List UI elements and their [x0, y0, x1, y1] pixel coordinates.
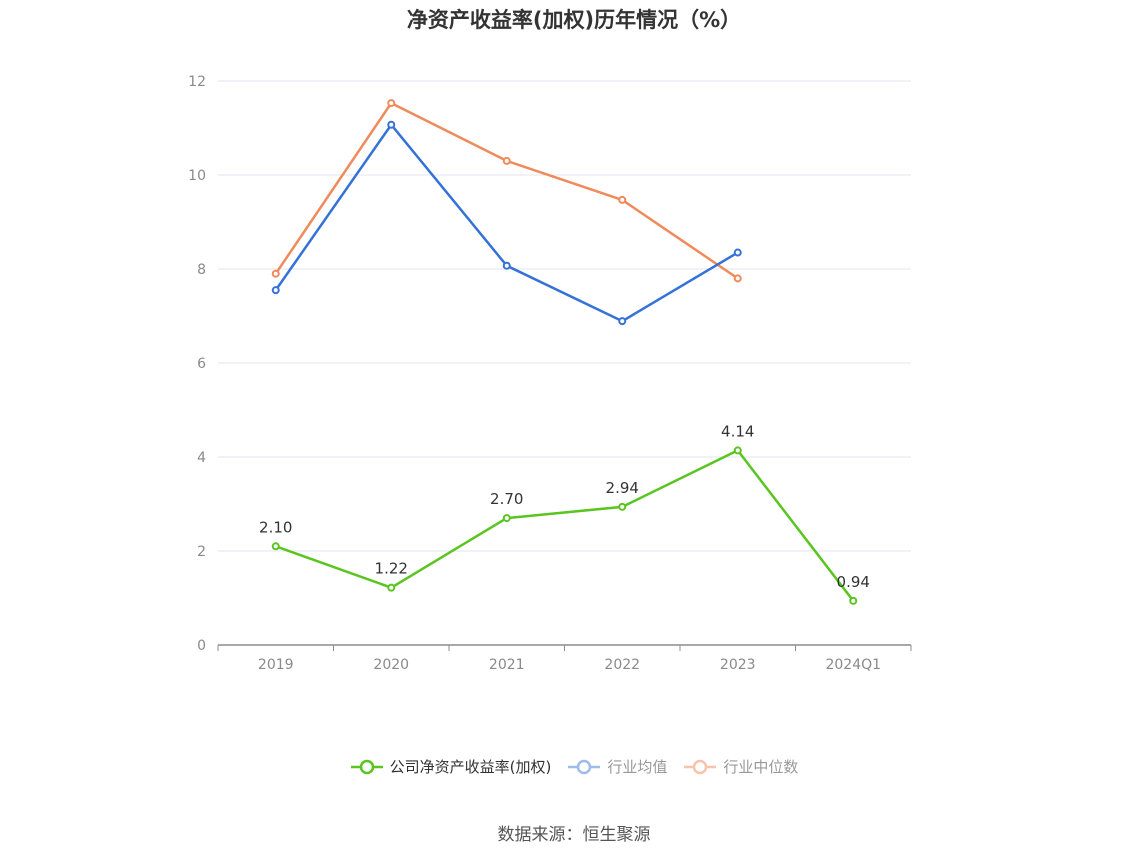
y-tick-label: 8 [197, 262, 206, 278]
data-point [271, 269, 280, 278]
data-point [271, 542, 280, 551]
data-point [618, 195, 627, 204]
data-label: 2.94 [606, 479, 639, 497]
source-note: 数据来源：恒生聚源 [497, 825, 651, 845]
data-labels: 2.10 1.22 2.70 2.94 4.14 0.94 [259, 422, 870, 590]
data-point [502, 156, 511, 165]
data-label: 2.10 [259, 518, 292, 536]
data-label: 0.94 [837, 573, 870, 591]
x-tick-label: 2022 [604, 657, 640, 673]
legend-swatch-icon [350, 759, 383, 774]
data-point [618, 502, 627, 511]
axes: 0 2 4 6 8 10 12 2019 2020 2021 2022 2023 2024Q1 [188, 74, 912, 673]
series-lines [271, 99, 858, 605]
data-point [502, 514, 511, 523]
legend-label: 行业中位数 [723, 758, 799, 776]
x-tick-label: 2020 [373, 657, 409, 673]
x-tick-label: 2023 [720, 657, 756, 673]
chart-title: 净资产收益率(加权)历年情况（%） [406, 8, 742, 32]
legend-item[interactable]: 公司净资产收益率(加权) [350, 756, 552, 777]
legend-item[interactable]: 行业中位数 [683, 756, 798, 777]
data-point [502, 261, 511, 270]
y-tick-label: 2 [197, 544, 206, 560]
x-tick-label: 2021 [489, 657, 525, 673]
legend-label: 行业均值 [607, 758, 668, 776]
data-point [271, 286, 280, 295]
data-point [849, 596, 858, 605]
grid-lines [218, 80, 911, 552]
y-tick-label: 0 [197, 638, 206, 654]
legend: 公司净资产收益率(加权) 行业均值 行业中位数 [0, 756, 1148, 777]
series-line [274, 123, 739, 323]
data-point [387, 99, 396, 108]
legend-swatch-icon [684, 759, 717, 774]
data-point [733, 446, 742, 455]
y-tick-label: 6 [197, 356, 206, 372]
legend-label: 公司净资产收益率(加权) [389, 758, 552, 776]
line-chart: 0 2 4 6 8 10 12 2019 2020 2021 2022 2023 2024Q1 2.10… [188, 74, 912, 673]
data-point [733, 248, 742, 257]
y-tick-label: 10 [188, 168, 206, 184]
data-label: 4.14 [721, 422, 754, 440]
data-point [733, 274, 742, 283]
series-line [275, 449, 855, 602]
data-label: 2.70 [490, 490, 523, 508]
x-tick-label: 2019 [258, 657, 294, 673]
data-label: 1.22 [375, 560, 408, 578]
data-point [387, 583, 396, 592]
x-tick-label: 2024Q1 [825, 657, 881, 673]
data-point [387, 120, 396, 129]
y-tick-label: 12 [188, 74, 206, 90]
y-tick-label: 4 [197, 450, 206, 466]
legend-swatch-icon [568, 759, 601, 774]
data-point [618, 317, 627, 326]
legend-item[interactable]: 行业均值 [567, 756, 667, 777]
